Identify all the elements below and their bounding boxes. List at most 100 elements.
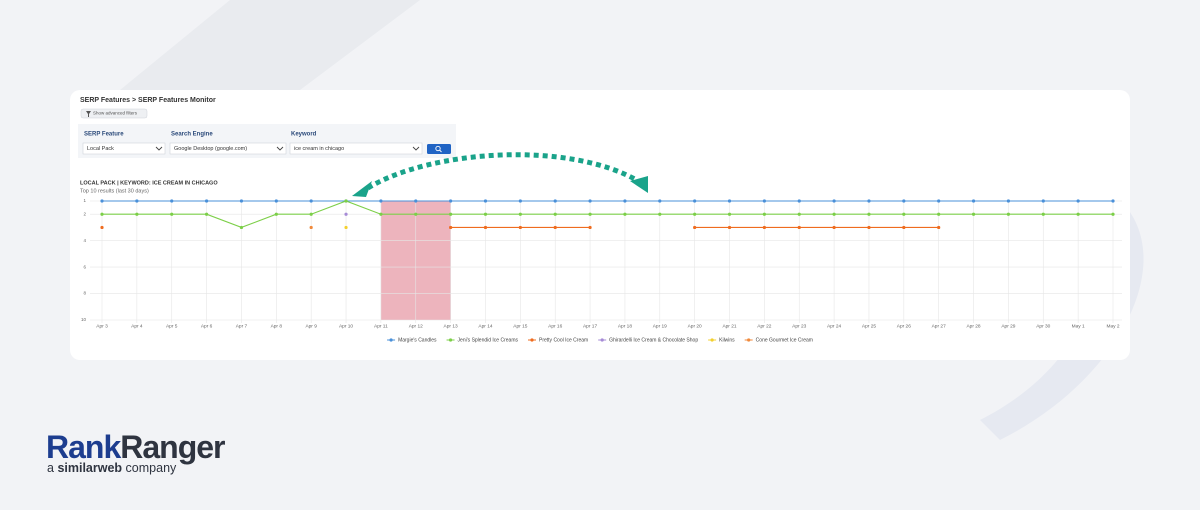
data-point bbox=[623, 199, 627, 203]
legend-label[interactable]: Pretty Cool Ice Cream bbox=[539, 337, 588, 343]
data-point bbox=[553, 225, 557, 230]
data-point bbox=[867, 212, 871, 216]
data-point bbox=[727, 225, 732, 230]
data-point bbox=[239, 225, 244, 230]
advanced-filters-button[interactable] bbox=[80, 108, 148, 119]
data-point bbox=[693, 199, 697, 203]
data-point bbox=[239, 199, 244, 203]
data-point bbox=[588, 199, 592, 203]
data-point bbox=[902, 199, 906, 203]
search-icon bbox=[439, 149, 442, 153]
x-tick-label: Apr 30 bbox=[1036, 323, 1050, 329]
data-point bbox=[937, 199, 941, 203]
data-point bbox=[832, 199, 836, 203]
data-point bbox=[449, 225, 453, 230]
x-tick-label: Apr 11 bbox=[374, 323, 388, 329]
y-tick-label: 6 bbox=[83, 264, 86, 269]
x-tick-label: Apr 9 bbox=[305, 323, 317, 329]
x-tick-label: Apr 29 bbox=[1001, 323, 1015, 329]
data-point bbox=[832, 225, 836, 230]
plot: Apr 3 Apr 4 Apr 5 Apr 6 Apr 7 Apr 8 Apr 9 Apr 1… bbox=[81, 198, 1122, 329]
filter-value: ice cream in chicago bbox=[294, 146, 344, 152]
data-point bbox=[344, 225, 348, 230]
logo-part: Rank bbox=[46, 429, 121, 465]
data-point bbox=[1076, 199, 1080, 203]
data-point bbox=[832, 212, 836, 216]
x-tick-label: Apr 7 bbox=[236, 323, 248, 329]
arrow-head bbox=[352, 181, 372, 197]
x-tick-label: Apr 24 bbox=[827, 323, 841, 329]
dropdown-caret bbox=[155, 146, 163, 151]
legend-swatch bbox=[530, 338, 534, 342]
data-point bbox=[658, 212, 662, 216]
logo-tagline: a similarweb company bbox=[47, 461, 177, 475]
data-point bbox=[309, 225, 313, 230]
x-tick-label: Apr 14 bbox=[478, 323, 492, 329]
annotation-arrow bbox=[366, 152, 642, 191]
data-point bbox=[483, 199, 488, 203]
data-point bbox=[344, 199, 348, 203]
search-button[interactable] bbox=[427, 144, 451, 154]
data-point bbox=[902, 212, 906, 216]
y-tick-label: 8 bbox=[83, 291, 86, 296]
data-point bbox=[588, 225, 592, 230]
legend-label[interactable]: Ghirardelli Ice Cream & Chocolate Shop bbox=[609, 337, 698, 343]
data-point bbox=[797, 225, 801, 230]
data-point bbox=[135, 199, 139, 203]
y-tick-label: 2 bbox=[83, 211, 86, 216]
data-point bbox=[449, 212, 453, 216]
legend-label[interactable]: Kilwins bbox=[719, 337, 735, 343]
data-point bbox=[518, 212, 522, 216]
data-point bbox=[414, 199, 418, 203]
data-point bbox=[588, 212, 592, 216]
legend-label[interactable]: Margie's Candles bbox=[398, 337, 437, 343]
data-point bbox=[170, 212, 174, 216]
y-tick-label: 10 bbox=[81, 317, 87, 322]
filter-select[interactable] bbox=[82, 142, 166, 155]
filter-label: Keyword bbox=[291, 132, 317, 138]
data-point bbox=[135, 212, 139, 216]
data-point bbox=[902, 225, 906, 230]
legend-swatch bbox=[389, 338, 393, 342]
data-point bbox=[100, 212, 104, 216]
data-point bbox=[867, 199, 871, 203]
search-icon bbox=[435, 145, 441, 152]
x-tick-label: Apr 12 bbox=[409, 323, 423, 329]
data-point bbox=[414, 212, 418, 216]
data-point bbox=[274, 199, 278, 203]
logo-part: Ranger bbox=[120, 429, 225, 465]
data-point bbox=[623, 212, 627, 216]
x-tick-label: May 2 bbox=[1106, 323, 1119, 329]
data-point bbox=[762, 212, 766, 216]
x-tick-label: Apr 26 bbox=[897, 323, 911, 329]
x-tick-label: Apr 28 bbox=[966, 323, 980, 329]
data-point bbox=[379, 199, 383, 203]
x-tick-label: Apr 6 bbox=[201, 323, 213, 329]
background-shape bbox=[120, 0, 420, 90]
x-tick-label: Apr 3 bbox=[96, 323, 108, 329]
tagline-part: a bbox=[47, 461, 54, 475]
data-point bbox=[971, 199, 976, 203]
data-point bbox=[449, 199, 453, 203]
filter-select[interactable] bbox=[169, 142, 287, 155]
data-point bbox=[483, 225, 488, 230]
logo: RankRanger bbox=[46, 429, 225, 465]
data-point bbox=[553, 199, 557, 203]
data-point bbox=[204, 212, 209, 216]
data-point bbox=[518, 225, 522, 230]
y-tick-label: 4 bbox=[83, 238, 86, 243]
data-point bbox=[518, 199, 522, 203]
arrow-head bbox=[630, 176, 648, 193]
x-tick-label: Apr 16 bbox=[548, 323, 562, 329]
x-tick-label: Apr 17 bbox=[583, 323, 597, 329]
dropdown-caret bbox=[412, 146, 420, 151]
filter-label: Search Engine bbox=[171, 132, 213, 138]
legend-label[interactable]: Jeni's Splendid Ice Creams bbox=[458, 337, 519, 343]
series-line bbox=[102, 200, 1113, 229]
x-tick-label: Apr 4 bbox=[131, 323, 143, 329]
data-point bbox=[658, 199, 662, 203]
data-point bbox=[867, 225, 871, 230]
filter-select[interactable] bbox=[289, 142, 423, 155]
legend-swatch bbox=[710, 338, 714, 342]
legend-label[interactable]: Cone Gourmet Ice Cream bbox=[756, 337, 813, 343]
